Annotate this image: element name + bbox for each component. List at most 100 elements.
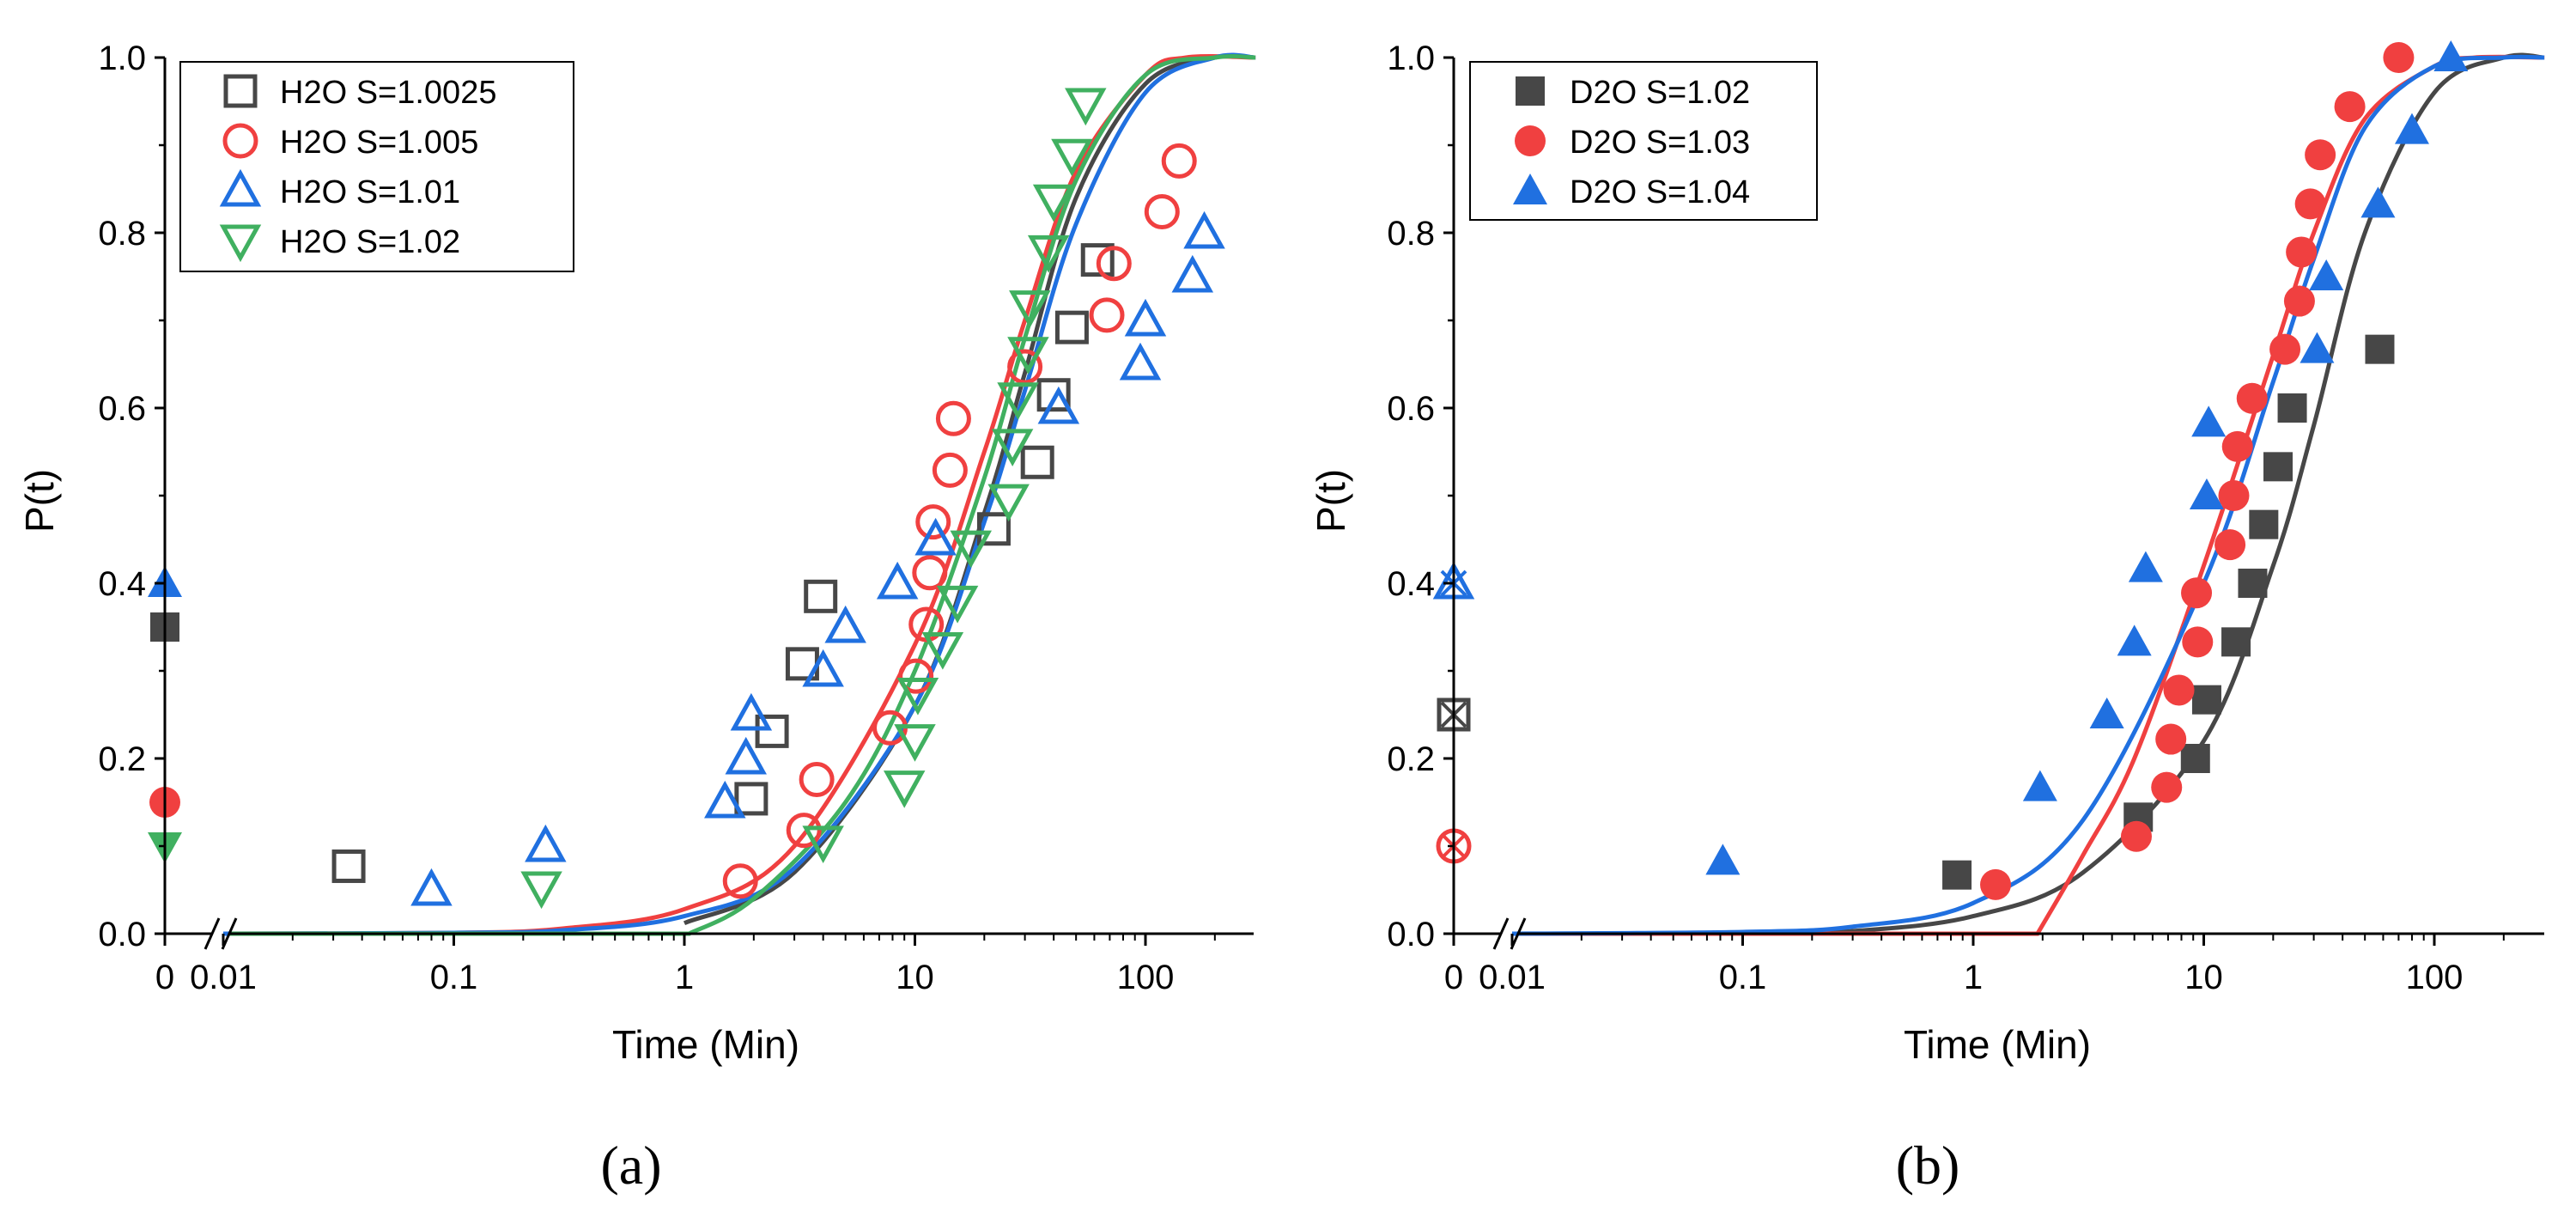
data-point-a [1065,88,1107,126]
data-point-a [991,429,1034,466]
data-point-b [2305,139,2336,171]
data-point-a [1027,234,1070,273]
data-point-a [914,517,957,556]
data-point-a [1020,445,1054,479]
y-tick-label-a: 0.8 [98,215,146,253]
data-point-a [786,813,822,849]
x-tick-label-b: 0 [1444,959,1463,996]
data-point-b [2286,236,2318,268]
x-axis-label-b: Time (Min) [1904,1022,2091,1067]
axis-break-mark-a [204,917,221,950]
data-point-b [2433,40,2469,71]
data-point-b [2249,509,2279,539]
data-point-a [1009,290,1051,328]
data-point-a [976,512,1011,546]
data-point-b [2022,770,2057,801]
data-point-b [1980,868,2012,900]
data-point-b [2236,382,2268,414]
data-point-a [730,692,773,731]
legend-marker-a [219,168,262,207]
data-point-a [894,724,936,762]
y-tick-label-a: 0.2 [98,740,146,778]
data-point-a [1054,310,1089,344]
x-tick-label-a: 0.1 [430,959,478,996]
data-point-b [2394,113,2429,144]
x-tick-label-a: 1 [675,959,694,996]
x-tick-label-a: 0.01 [190,959,257,996]
y-tick-label-a: 0.0 [98,916,146,953]
data-point-b [2283,285,2315,317]
y-tick-label-b: 0.8 [1387,215,1435,253]
data-point-a [1007,349,1043,385]
y-axis-label-b: P(t) [1309,469,1353,533]
x-tick-label-b: 1 [1964,959,1983,996]
data-point-b [2089,697,2124,728]
data-point-b [2191,405,2227,437]
data-point-a [1037,386,1080,424]
y-tick-label-a: 1.0 [98,40,146,77]
data-point-a [1089,297,1125,333]
data-point-a [932,452,968,488]
data-point-a [802,825,844,864]
data-point-a [876,561,919,600]
data-point-a [935,400,971,436]
data-point-b [2360,186,2396,218]
data-point-a [1144,194,1180,230]
data-point-b [2309,259,2344,290]
data-point-b [2215,529,2246,561]
data-point-a [987,484,1030,522]
data-point-a [704,780,746,819]
legend-marker-a [223,74,258,108]
data-point-a [755,714,789,748]
data-point-b [2238,569,2268,598]
x-tick-label-b: 0.01 [1479,959,1546,996]
data-point-b [2155,723,2187,755]
y-tick-label-a: 0.6 [98,390,146,428]
y-tick-label-b: 0.0 [1387,916,1435,953]
x-tick-label-b: 10 [2184,959,2223,996]
x-axis-label-a: Time (Min) [612,1022,799,1067]
data-point-b [2182,626,2214,658]
legend-marker-b [1513,174,1547,204]
data-point-b [2189,478,2224,509]
legend-marker-a [219,224,262,263]
data-point-b [2163,674,2195,706]
data-point-a [896,678,939,716]
data-point-a [898,658,934,694]
data-point-b [2221,430,2253,462]
legend-label-b: D2O S=1.03 [1570,125,1750,161]
y-tick-label-a: 0.4 [98,565,146,603]
data-point-a [824,605,866,643]
data-point-a [1032,184,1075,222]
legend-label-a: H2O S=1.02 [280,224,460,260]
data-point-b [2128,551,2163,582]
axis-break-mark-b [1492,917,1510,950]
data-point-b [2365,334,2395,364]
legend-label-a: H2O S=1.005 [280,125,478,161]
data-point-a [915,504,951,540]
data-point-a [1171,254,1214,293]
data-point-b [2269,333,2301,365]
data-point-b [2181,577,2213,609]
axis-break-mark-b [1510,917,1527,950]
legend-box-a [179,61,574,272]
data-point-a [1080,243,1115,277]
data-point-a [883,770,926,808]
data-point-b [2218,480,2250,511]
data-point-a [1119,342,1162,381]
legend-marker-a [222,123,258,159]
data-point-b [1942,860,1972,890]
data-point-a [1124,298,1167,337]
data-point-a [725,736,767,775]
panel-label-a: (a) [600,1135,661,1196]
legend-marker-b [1516,76,1545,106]
data-point-b [2263,452,2293,482]
data-point-a [520,871,562,910]
fit-curve-a [683,53,1256,926]
legend-label-b: D2O S=1.04 [1570,174,1750,210]
data-point-a [802,649,844,687]
data-point-a [1051,138,1093,177]
data-point-a [331,849,366,883]
x-tick-label-a: 10 [896,959,934,996]
legend-label-a: H2O S=1.01 [280,174,460,210]
